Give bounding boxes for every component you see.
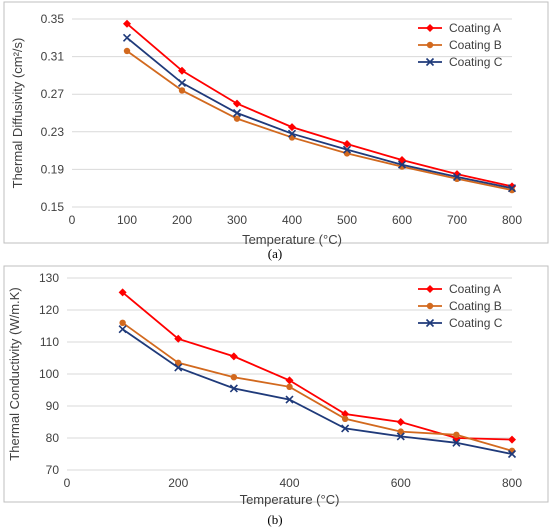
chart-b-legend-label: Coating C [449,316,503,330]
chart-b-data-point [453,431,460,438]
chart-b-series-1 [118,288,516,444]
chart-b-x-tick-label: 400 [279,476,299,490]
chart-b-data-point [396,418,405,426]
chart-b-y-tick-label: 90 [46,399,60,413]
chart-a-data-point [343,140,351,149]
chart-a-legend: Coating A Coating B Coating C [418,21,503,69]
chart-b-y-tick-label: 110 [40,335,59,349]
chart-a-x-tick-label: 0 [69,213,76,227]
chart-a-data-point [177,78,187,87]
chart-b-data-point [285,376,294,385]
chart-b-data-point [174,334,183,343]
chart-a-x-tick-label: 800 [502,213,522,227]
chart-a-x-tick-label: 400 [282,213,302,227]
chart-b-data-point [396,432,405,441]
chart-b-panel-label: (b) [267,512,282,527]
chart-b-data-point [285,395,294,404]
chart-a-y-tick-label: 0.27 [41,87,65,101]
chart-b-y-tick-label: 70 [46,463,60,477]
chart-b-x-tick-label: 0 [64,476,71,490]
chart-b-data-point [119,319,126,326]
chart-b-data-point [229,352,238,361]
chart-a-y-tick-label: 0.15 [41,200,65,214]
chart-b-data-point [341,424,350,433]
chart-b: 70 80 90 100 110 120 130 0 200 400 600 800 Temperatu… [3,265,549,507]
chart-b-data-point [507,449,517,459]
chart-b-y-axis-label: Thermal Conductivity (W/m.K) [7,287,22,460]
chart-a-data-point [397,160,407,169]
chart-b-x-tick-label: 800 [502,476,522,490]
chart-b-series-2 [119,319,516,454]
chart-a-data-point [507,184,517,193]
chart-b-data-point [174,363,183,372]
chart-a-y-tick-label: 0.19 [41,162,65,176]
chart-a-data-point [122,33,132,42]
chart-a-series-line [126,50,513,191]
chart-a-legend-label: Coating B [449,38,502,52]
chart-b-series-line [122,291,513,441]
chart-b-series-line [122,322,513,452]
chart-a-legend-label: Coating C [449,55,503,69]
chart-b-y-tick-label: 100 [39,367,59,381]
chart-b-data-point [118,325,127,334]
chart-b-data-point [118,288,127,297]
chart-b-x-tick-label: 200 [168,476,188,490]
chart-a-x-tick-label: 300 [227,213,247,227]
chart-a-x-tick-label: 500 [337,213,357,227]
chart-b-data-point [175,359,182,366]
chart-a-legend-marker [426,24,434,32]
chart-a-data-point [123,19,131,28]
chart-b-y-tick-label: 120 [39,303,59,317]
chart-a-x-tick-label: 600 [392,213,412,227]
chart-a-panel-label: (a) [268,246,282,261]
chart-a-data-point [178,87,186,94]
chart-a-data-point [178,66,186,75]
chart-a-data-point [232,108,242,118]
chart-b-y-tick-label: 130 [39,271,59,285]
chart-b-data-point [341,415,349,422]
chart-b-legend-marker [426,285,434,293]
chart-a-frame [3,1,549,244]
chart-a-data-point [452,172,462,181]
chart-a-x-tick-label: 100 [117,213,137,227]
chart-b-series-3 [118,325,517,459]
chart-b-data-point [452,438,461,447]
chart-b-data-point [397,428,404,435]
chart-a-data-point [233,115,241,122]
chart-a-x-tick-label: 200 [172,213,192,227]
chart-a-x-tick-label: 700 [447,213,467,227]
chart-a-legend-marker [425,57,435,67]
chart-b-y-tick-label: 80 [46,431,60,445]
chart-a-series-3 [122,33,517,193]
chart-b-data-point [230,374,238,381]
chart-b-legend-marker [426,302,434,310]
chart-b-x-axis-label: Temperature (°C) [240,492,340,507]
chart-b-legend-marker [425,318,435,328]
chart-a-y-axis-label: Thermal Diffusivity (cm²/s) [10,38,25,189]
chart-a-legend-marker [426,41,434,49]
chart-b-legend: Coating A Coating B Coating C [418,282,503,330]
chart-a-data-point [288,123,296,132]
chart-a-x-axis-label: Temperature (°C) [242,232,342,247]
chart-b-series-line [122,328,513,455]
chart-a: 0.15 0.19 0.23 0.27 0.31 0.35 0 100 200 300 400 500… [3,1,549,247]
chart-b-legend-label: Coating B [449,299,502,313]
chart-a-data-point [123,47,131,55]
chart-a-y-tick-label: 0.31 [41,50,65,64]
chart-b-data-point [229,384,238,393]
chart-b-data-point [286,383,293,390]
chart-b-legend-label: Coating A [449,282,501,296]
chart-a-data-point [287,129,297,138]
chart-b-data-point [508,435,516,444]
chart-a-data-point [233,99,241,108]
chart-a-y-tick-label: 0.35 [41,12,65,26]
chart-a-legend-label: Coating A [449,21,501,35]
chart-a-series-line [126,37,513,190]
chart-b-data-point [341,410,350,418]
chart-a-y-tick-label: 0.23 [41,125,65,139]
chart-a-series-line [126,23,513,188]
chart-a-data-point [342,145,352,154]
chart-b-x-tick-label: 600 [391,476,411,490]
